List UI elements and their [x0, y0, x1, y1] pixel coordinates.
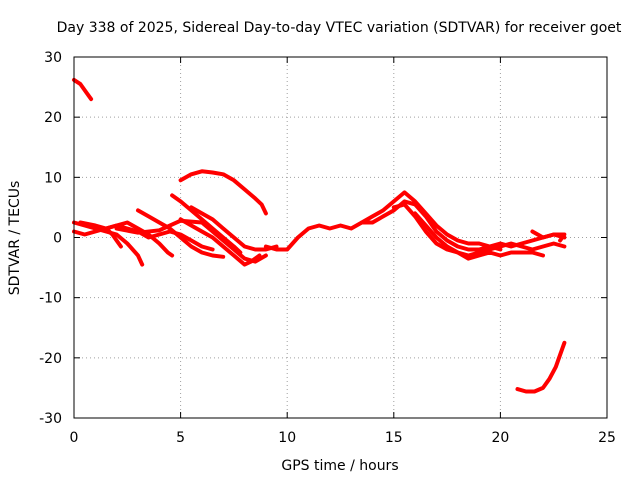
data-series-layer	[72, 77, 567, 394]
x-tick-label: 5	[176, 430, 185, 446]
series-arc-1	[72, 77, 94, 102]
series-arc-16	[515, 340, 567, 394]
series-arc-17	[530, 229, 567, 243]
y-tick-label: -20	[39, 351, 62, 367]
y-tick-label: 30	[44, 50, 62, 66]
series-arc-11	[178, 169, 268, 216]
y-tick-labels: 30 20 10 0 -10 -20 -30	[39, 50, 62, 427]
series-arc-12	[263, 199, 567, 252]
y-tick-label: -30	[39, 411, 62, 427]
series-arc-14	[391, 202, 567, 258]
series-arc-15	[413, 211, 545, 261]
x-axis-label: GPS time / hours	[281, 458, 398, 474]
y-tick-label: 0	[53, 231, 62, 247]
x-tick-label: 20	[491, 430, 509, 446]
axis-ticks	[73, 56, 608, 419]
series-arc-9	[178, 217, 262, 267]
series-arc-6	[136, 208, 226, 259]
series-arc-13	[359, 190, 503, 252]
y-axis-label: SDTVAR / TECUs	[7, 181, 23, 296]
y-tick-label: 20	[44, 110, 62, 126]
x-tick-label: 0	[70, 430, 79, 446]
x-tick-label: 10	[278, 430, 296, 446]
series-arc-8	[170, 193, 243, 255]
grid-lines	[74, 57, 607, 418]
y-tick-label: 10	[44, 170, 62, 186]
x-tick-label: 25	[598, 430, 616, 446]
x-tick-labels: 0 5 10 15 20 25	[70, 430, 616, 446]
y-tick-label: -10	[39, 291, 62, 307]
series-arc-10	[189, 205, 279, 252]
series-arc-4	[78, 220, 123, 249]
series-arc-7	[114, 218, 268, 264]
chart-title: Day 338 of 2025, Sidereal Day-to-day VTE…	[57, 20, 622, 36]
x-tick-label: 15	[385, 430, 403, 446]
series-arc-3	[72, 223, 215, 252]
